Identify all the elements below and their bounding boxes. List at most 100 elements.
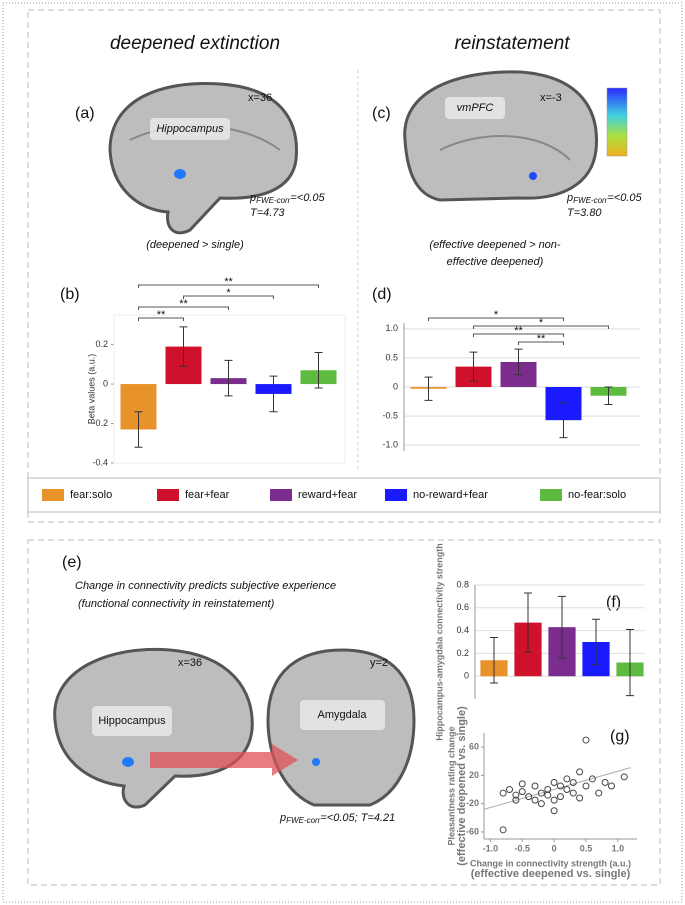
slice-coord: x=36 xyxy=(248,92,272,104)
scatter-point xyxy=(531,782,539,790)
region-label: vmPFC xyxy=(457,102,494,114)
significance-label: ** xyxy=(157,309,166,321)
y-axis-label: Pleasantness rating change xyxy=(446,726,456,845)
scatter-point xyxy=(557,782,564,790)
error-bar xyxy=(524,592,532,653)
error-bar xyxy=(558,595,566,659)
x-tick-label: 0.5 xyxy=(580,843,593,853)
scatter-point xyxy=(544,791,552,799)
y-tick-label: 0.6 xyxy=(456,602,469,612)
scatter-point xyxy=(582,782,590,790)
slice-coord: y=2 xyxy=(370,657,388,669)
scatter-point xyxy=(512,791,520,799)
legend-swatch xyxy=(270,489,292,501)
significance-label: * xyxy=(494,309,499,321)
y-tick-label: 0.2 xyxy=(456,648,469,658)
region-label: Hippocampus xyxy=(98,715,166,727)
legend-label: fear+fear xyxy=(185,489,230,501)
connection-arrow xyxy=(150,744,298,776)
scatter-point xyxy=(531,796,539,804)
scatter-point xyxy=(608,782,615,790)
y-tick-label: 1.0 xyxy=(385,323,398,333)
p-rest: =<0.05; T=4.21 xyxy=(320,812,395,824)
y-tick-label: -0.5 xyxy=(382,410,398,420)
contrast: effective deepened) xyxy=(447,256,544,268)
contrast: (deepened > single) xyxy=(146,239,244,251)
y-tick-label: -60 xyxy=(466,826,479,836)
legend-label: no-fear:solo xyxy=(568,489,626,501)
legend-label: no-reward+fear xyxy=(413,489,488,501)
scatter-point xyxy=(588,775,596,783)
error-bar xyxy=(559,402,568,439)
y-axis-label: Beta values (a.u.) xyxy=(86,354,96,425)
legend-swatch xyxy=(157,489,179,501)
significance-bracket xyxy=(473,333,564,337)
x-tick-label: -1.0 xyxy=(483,843,499,853)
panel-label: (f) xyxy=(606,594,621,611)
p-sub: FWE-corr xyxy=(256,196,291,205)
error-bar xyxy=(626,628,634,697)
scatter-point xyxy=(569,778,577,786)
panel-label: (e) xyxy=(62,554,82,571)
p-sub: FWE-corr xyxy=(286,816,321,825)
significance-bracket xyxy=(183,295,274,299)
y-tick-label: 60 xyxy=(469,742,479,752)
y-tick-label: -0.4 xyxy=(92,457,108,467)
y-tick-label: 0 xyxy=(103,378,108,388)
colorbar xyxy=(606,87,628,157)
scatter-point xyxy=(595,789,603,797)
panel-label: (d) xyxy=(372,286,392,303)
p: p xyxy=(279,812,286,824)
error-bar xyxy=(592,618,600,666)
brain-sagittal-c xyxy=(403,70,598,202)
panel-label: (c) xyxy=(372,105,391,122)
scatter-point xyxy=(620,773,628,781)
significance-label: ** xyxy=(514,325,523,337)
slice-coord: x=-3 xyxy=(540,92,562,104)
scatter-point xyxy=(518,780,526,788)
scatter-point xyxy=(563,786,571,794)
y-tick-label: -20 xyxy=(466,798,479,808)
left-title: deepened extinction xyxy=(110,33,280,54)
region-label: Amygdala xyxy=(318,709,368,721)
panel-label: (b) xyxy=(60,286,80,303)
significance-label: * xyxy=(539,317,544,329)
significance-bracket xyxy=(138,306,229,310)
error-bar xyxy=(224,359,233,397)
top-frame xyxy=(27,9,661,523)
p-threshold: pFWE-corr=<0.05 xyxy=(566,192,642,205)
scatter-point xyxy=(537,800,545,808)
y-axis-note: (effective deepened vs. single) xyxy=(456,706,468,866)
error-bar xyxy=(269,375,278,413)
scatter-point xyxy=(557,793,564,801)
legend-swatch xyxy=(42,489,64,501)
y-tick-label: 0.4 xyxy=(456,625,469,635)
significance-bracket xyxy=(473,325,609,329)
legend-swatch xyxy=(540,489,562,501)
significance-label: * xyxy=(226,287,231,299)
x-axis-note: (effective deepened vs. single) xyxy=(471,868,631,880)
x-tick-label: 1.0 xyxy=(612,843,625,853)
error-bar xyxy=(490,636,498,684)
scatter-point xyxy=(518,788,526,796)
plot-frame xyxy=(113,314,346,464)
error-bar xyxy=(469,351,478,382)
scatter-point xyxy=(525,793,533,801)
legend-label: fear:solo xyxy=(70,489,112,501)
panel-label: (a) xyxy=(75,105,95,122)
legend-frame xyxy=(27,477,661,513)
scatter-point xyxy=(550,778,558,786)
p-sub: FWE-corr xyxy=(573,196,608,205)
y-tick-label: 0.2 xyxy=(95,339,108,349)
significance-bracket xyxy=(518,341,564,345)
y-axis-label: Hippocampus-amygdala connectivity streng… xyxy=(434,543,444,741)
error-bar xyxy=(514,348,523,376)
p: p xyxy=(249,192,256,204)
significance-label: ** xyxy=(179,298,188,310)
significance-label: ** xyxy=(537,333,546,345)
scatter-point xyxy=(506,786,513,794)
scatter-point xyxy=(569,789,577,797)
y-tick-label: 0 xyxy=(464,671,469,681)
brain-sagittal-e xyxy=(53,647,254,809)
error-bar xyxy=(179,326,188,367)
